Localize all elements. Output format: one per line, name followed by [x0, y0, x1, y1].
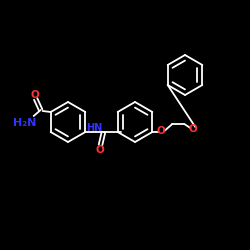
Text: O: O [157, 126, 166, 136]
Text: O: O [189, 124, 198, 134]
Text: O: O [30, 90, 39, 100]
Text: HN: HN [86, 123, 102, 133]
Text: H₂N: H₂N [13, 118, 36, 128]
Text: O: O [95, 145, 104, 155]
